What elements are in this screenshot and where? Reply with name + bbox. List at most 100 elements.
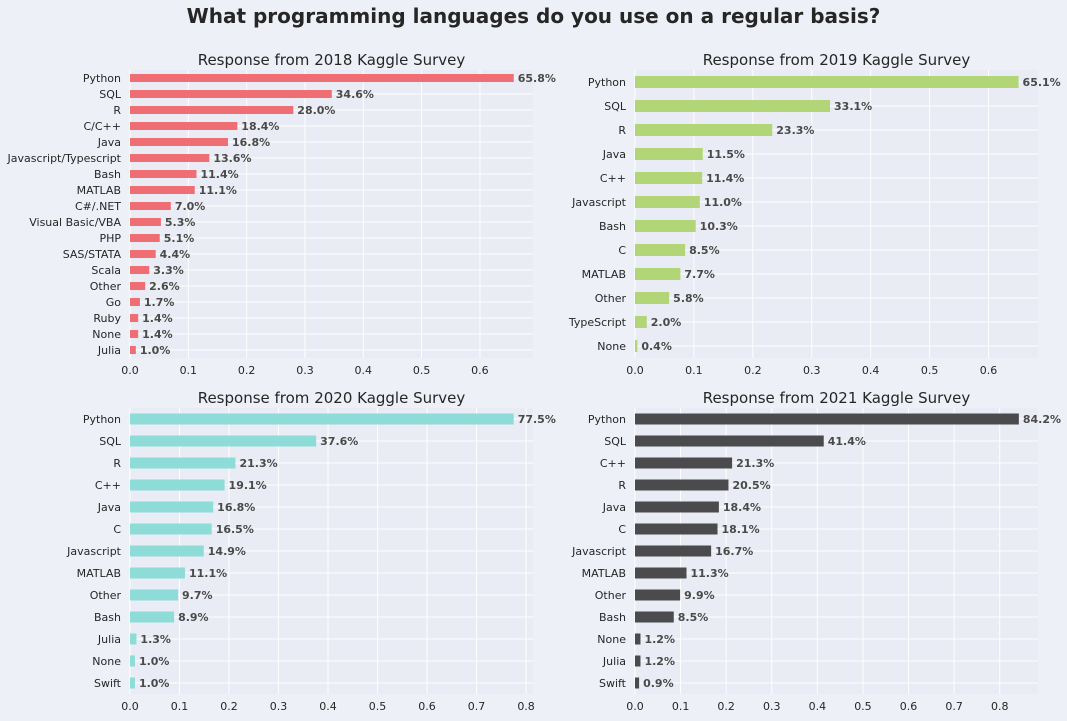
bar-python bbox=[635, 76, 1019, 88]
data-label: 1.0% bbox=[139, 677, 170, 690]
x-tick-label: 0.8 bbox=[517, 700, 535, 713]
bar-c bbox=[635, 523, 718, 535]
x-tick-label: 0.8 bbox=[991, 700, 1009, 713]
bar-java bbox=[635, 148, 703, 160]
chart-2019: Response from 2019 Kaggle Survey 0.0 0.1 0.… bbox=[568, 51, 1061, 377]
y-tick-label: Python bbox=[83, 72, 121, 85]
chart-2018: Response from 2018 Kaggle Survey 0.0 0.1 0.… bbox=[6, 51, 555, 377]
data-label: 23.3% bbox=[776, 124, 814, 137]
y-tick-label: Bash bbox=[94, 168, 121, 181]
bar-matlab bbox=[635, 567, 687, 579]
data-label: 0.4% bbox=[641, 340, 672, 353]
data-label: 10.3% bbox=[700, 220, 738, 233]
bar-none bbox=[635, 633, 641, 645]
data-label: 18.4% bbox=[723, 501, 761, 514]
bar-python bbox=[635, 413, 1019, 425]
bar-swift bbox=[130, 677, 135, 689]
bar-php bbox=[130, 234, 160, 242]
x-tick-label: 0.4 bbox=[809, 700, 827, 713]
y-tick-label: None bbox=[597, 340, 626, 353]
x-tick-label: 0.4 bbox=[355, 364, 373, 377]
y-tick-label: Other bbox=[90, 589, 122, 602]
x-tick-label: 0.6 bbox=[900, 700, 918, 713]
data-label: 0.9% bbox=[643, 677, 674, 690]
data-label: 37.6% bbox=[320, 435, 358, 448]
panel-title: Response from 2019 Kaggle Survey bbox=[703, 51, 971, 69]
data-label: 18.4% bbox=[241, 120, 279, 133]
x-tick-label: 0.0 bbox=[626, 700, 644, 713]
data-label: 4.4% bbox=[160, 248, 191, 261]
x-tick-label: 0.6 bbox=[980, 364, 998, 377]
x-tick-label: 0.7 bbox=[468, 700, 486, 713]
y-tick-label: MATLAB bbox=[77, 567, 121, 580]
data-label: 21.3% bbox=[736, 457, 774, 470]
y-tick-label: C bbox=[113, 523, 121, 536]
bar-julia bbox=[130, 633, 137, 645]
data-label: 21.3% bbox=[239, 457, 277, 470]
bar-java bbox=[130, 138, 228, 146]
data-label: 7.7% bbox=[684, 268, 715, 281]
bar-julia bbox=[130, 346, 136, 354]
bar-sql bbox=[635, 100, 831, 112]
y-tick-label: Bash bbox=[599, 611, 626, 624]
plot-area bbox=[635, 70, 1038, 358]
chart-2021: Response from 2021 Kaggle Survey 0.0 0.1 0.… bbox=[571, 389, 1061, 713]
x-tick-label: 0.2 bbox=[744, 364, 762, 377]
x-tick-label: 0.3 bbox=[763, 700, 781, 713]
data-label: 16.8% bbox=[232, 136, 270, 149]
bar-c- bbox=[635, 457, 733, 469]
data-label: 33.1% bbox=[834, 100, 872, 113]
x-tick-label: 0.4 bbox=[862, 364, 880, 377]
y-tick-label: Go bbox=[106, 296, 122, 309]
y-tick-label: C++ bbox=[600, 457, 626, 470]
y-tick-label: None bbox=[92, 655, 121, 668]
bar-java bbox=[130, 501, 214, 513]
bar-python bbox=[130, 413, 514, 425]
y-tick-label: Julia bbox=[97, 633, 121, 646]
data-label: 65.1% bbox=[1023, 76, 1061, 89]
y-tick-label: C#/.NET bbox=[75, 200, 121, 213]
y-tick-label: C/C++ bbox=[83, 120, 121, 133]
data-label: 41.4% bbox=[828, 435, 866, 448]
bar-ruby bbox=[130, 314, 139, 322]
y-tick-label: Python bbox=[588, 413, 626, 426]
y-tick-label: None bbox=[92, 328, 121, 341]
bar-other bbox=[635, 292, 670, 304]
x-tick-label: 0.2 bbox=[220, 700, 238, 713]
y-tick-label: Scala bbox=[91, 264, 121, 277]
bar-c- bbox=[130, 479, 225, 491]
figure-title: What programming languages do you use on… bbox=[186, 4, 881, 28]
y-tick-label: Visual Basic/VBA bbox=[29, 216, 121, 229]
data-label: 13.6% bbox=[213, 152, 251, 165]
y-tick-label: TypeScript bbox=[568, 316, 627, 329]
y-tick-label: R bbox=[113, 457, 121, 470]
data-label: 5.8% bbox=[673, 292, 704, 305]
y-tick-label: PHP bbox=[99, 232, 121, 245]
x-tick-label: 0.2 bbox=[717, 700, 735, 713]
data-label: 65.8% bbox=[518, 72, 556, 85]
data-label: 1.4% bbox=[142, 312, 173, 325]
bar-other bbox=[635, 589, 681, 601]
data-label: 9.9% bbox=[684, 589, 715, 602]
data-label: 5.3% bbox=[165, 216, 196, 229]
data-label: 19.1% bbox=[229, 479, 267, 492]
data-label: 84.2% bbox=[1023, 413, 1061, 426]
bar-sql bbox=[130, 435, 317, 447]
y-tick-label: Ruby bbox=[93, 312, 121, 325]
x-tick-label: 0.5 bbox=[854, 700, 872, 713]
x-tick-label: 0.0 bbox=[626, 364, 644, 377]
y-tick-label: Python bbox=[588, 76, 626, 89]
x-tick-label: 0.3 bbox=[270, 700, 288, 713]
x-tick-label: 0.3 bbox=[803, 364, 821, 377]
y-tick-label: Java bbox=[602, 501, 626, 514]
bar-none bbox=[635, 340, 638, 352]
x-tick-label: 0.0 bbox=[121, 700, 139, 713]
y-tick-label: Julia bbox=[602, 655, 626, 668]
data-label: 1.0% bbox=[139, 655, 170, 668]
bar-javascript-typescript bbox=[130, 154, 210, 162]
bar-other bbox=[130, 589, 179, 601]
data-label: 8.5% bbox=[678, 611, 709, 624]
y-tick-label: Swift bbox=[599, 677, 627, 690]
bar-matlab bbox=[130, 186, 195, 194]
x-tick-label: 0.0 bbox=[121, 364, 139, 377]
